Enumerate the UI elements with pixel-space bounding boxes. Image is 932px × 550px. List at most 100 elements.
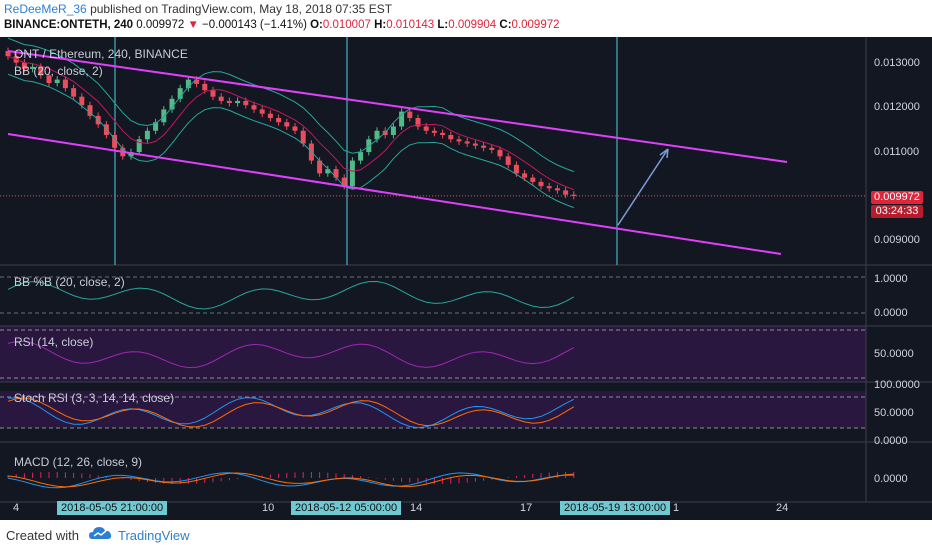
candle-body [267,113,273,118]
candle-body [472,143,478,146]
candle-body [349,160,355,187]
candle-body [284,122,290,127]
candle-body [30,66,36,69]
x-tick: 1 [673,502,680,514]
macd-signal-line [7,472,574,488]
down-arrow-icon: ▼ [187,19,199,31]
author-link[interactable]: ReDeeMeR_36 [4,2,87,16]
price-pane-title: ONT / Ethereum, 240, BINANCE [14,47,188,61]
arrow-head-icon [659,148,669,159]
open-label: O: [310,19,323,31]
candle-body [464,141,470,144]
stoch-tick: 0.0000 [874,435,908,447]
channel-upper-line [7,50,788,163]
candle-body [136,139,142,153]
x-tick: 10 [262,502,275,514]
rsi-pane-bg [0,326,866,382]
price-change: −0.000143 (−1.41%) [202,19,307,31]
candle-body [571,194,577,196]
last-price: 0.009972 [136,19,185,31]
price-tick: 0.009000 [874,234,920,246]
candle-body [5,51,11,57]
candle-body [317,160,323,174]
symbol-label: BINANCE:ONTETH, 240 [4,19,134,31]
projection-arrow [617,148,669,226]
price-tick: 0.013000 [874,57,920,69]
last-price-tag: 0.009972 [871,191,923,204]
candle-body [300,130,306,144]
created-with-text: Created with [6,528,79,543]
channel-lower-line [7,133,782,255]
candle-body [177,88,183,99]
countdown-tag: 03:24:33 [871,205,923,218]
candle-body [71,88,77,97]
publish-info: ReDeeMeR_36 published on TradingView.com… [4,2,392,16]
close-label: C: [499,19,512,31]
candle-body [185,79,191,89]
close-value: 0.009972 [511,19,560,31]
candle-body [153,122,159,131]
bbpb-pane-title: BB %B (20, close, 2) [14,275,125,289]
candle-body [202,83,208,91]
x-tick: 4 [13,502,20,514]
candle-body [79,96,85,106]
candle-body [161,109,167,123]
footer: Created with TradingView [0,520,932,550]
candle-body [481,145,487,148]
x-tick: 24 [776,502,789,514]
bb-basis-line [7,55,574,191]
stoch-pane-title: Stoch RSI (3, 3, 14, 14, close) [14,391,175,405]
candle-body [358,152,364,161]
candle-body [276,117,282,123]
candle-body [210,90,216,97]
candle-body [440,132,446,136]
candle-body [112,135,118,148]
candle-body [456,139,462,142]
candle-body [194,79,200,84]
candle-body [546,186,552,189]
tradingview-link[interactable]: TradingView [118,528,190,543]
candle-body [390,126,396,136]
candle-body [333,169,339,178]
candle-body [407,111,413,118]
candle-body [554,188,560,191]
candle-body [292,126,298,131]
candle-body [21,62,27,69]
bb-indicator-title: BB (20, close, 2) [14,64,103,78]
tradingview-logo-icon[interactable] [88,525,114,543]
high-value: 0.010143 [386,19,435,31]
price-tick: 0.011000 [874,146,920,158]
bbpb-tick: 1.0000 [874,273,908,285]
candle-body [259,109,265,114]
rsi-line [7,340,575,369]
candle-body [87,105,93,116]
candle-body [226,100,232,104]
candle-body [144,130,150,140]
stoch-tick: 100.0000 [874,379,920,391]
candle-body [415,117,421,127]
candle-body [38,66,44,76]
macd-line [7,472,574,489]
candle-body [538,181,544,187]
candle-body [46,75,52,84]
crosshair-time-box: 2018-05-19 13:00:00 [560,501,671,515]
candle-body [505,156,511,165]
stoch-d-line [7,397,575,428]
chart-canvas[interactable] [0,37,932,520]
chart-area[interactable]: ONT / Ethereum, 240, BINANCE BB (20, clo… [0,37,932,520]
candle-body [522,173,528,178]
rsi-pane-title: RSI (14, close) [14,335,94,349]
bbpb-tick: 0.0000 [874,307,908,319]
crosshair-time-box: 2018-05-05 21:00:00 [57,501,168,515]
crosshair-time-box: 2018-05-12 05:00:00 [291,501,402,515]
candle-body [489,147,495,150]
candle-body [325,169,331,174]
candle-body [497,149,503,157]
candle-body [341,177,347,187]
candle-body [128,152,134,157]
candle-body [530,177,536,182]
bbpb-line [7,280,575,310]
candle-body [513,164,519,174]
candle-body [423,126,429,131]
candle-body [54,79,60,84]
